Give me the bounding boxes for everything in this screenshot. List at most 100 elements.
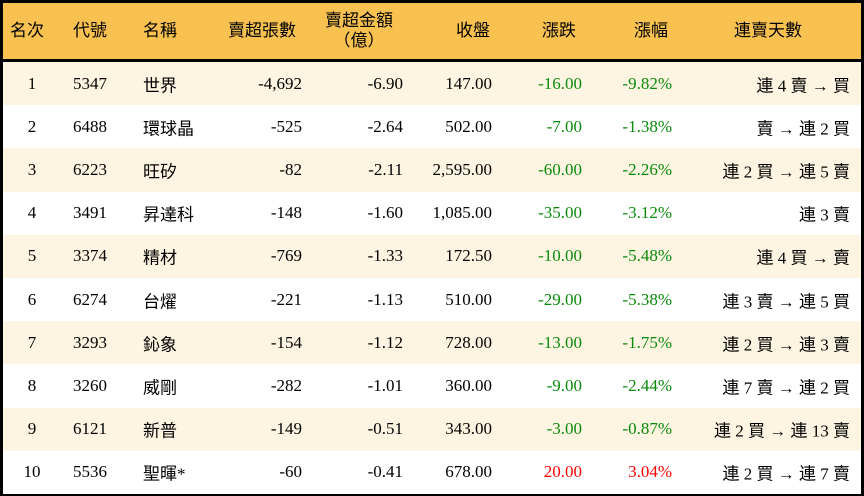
cell-amount: -2.64: [367, 116, 403, 136]
cell-rank: 8: [27, 375, 37, 395]
header-change: 漲跌: [542, 21, 576, 40]
cell-streak: 連 4 賣 → 買: [756, 76, 851, 96]
cell-streak: 連 2 買 → 連 13 賣: [714, 421, 850, 441]
cell-lots: -154: [270, 332, 302, 352]
net-sell-ranking-table: 名次 代號 名稱 賣超張數 賣超金額 （億） 收盤 漲跌 漲幅 連賣天數 1 534…: [3, 3, 861, 494]
cell-close: 502.00: [445, 116, 492, 136]
cell-pct: -1.75%: [622, 332, 672, 352]
cell-pct: -2.44%: [622, 375, 672, 395]
cell-pct: -5.38%: [622, 289, 672, 309]
cell-pct: -9.82%: [622, 73, 672, 93]
table-row: 2 6488 環球晶 -525 -2.64 502.00 -7.00 -1.38% 賣 → 連 …: [3, 105, 861, 148]
cell-change: -16.00: [538, 73, 582, 93]
cell-code: 5536: [73, 462, 107, 482]
cell-streak: 連 2 買 → 連 5 賣: [722, 162, 851, 182]
cell-lots: -82: [279, 159, 302, 179]
cell-pct: 3.04%: [628, 462, 672, 482]
cell-close: 728.00: [445, 332, 492, 352]
cell-code: 6274: [73, 289, 107, 309]
cell-rank: 9: [27, 419, 37, 439]
cell-rank: 6: [27, 289, 37, 309]
cell-name: 精材: [143, 248, 177, 268]
cell-streak: 連 3 賣 → 連 5 買: [722, 292, 851, 312]
cell-amount: -0.51: [367, 419, 403, 439]
cell-lots: -282: [270, 375, 302, 395]
cell-amount: -1.12: [367, 332, 403, 352]
cell-close: 510.00: [445, 289, 492, 309]
cell-pct: -3.12%: [622, 203, 672, 223]
cell-rank: 2: [27, 116, 37, 136]
table-row: 1 5347 世界 -4,692 -6.90 147.00 -16.00 -9.82% 連 4 …: [3, 62, 861, 106]
cell-name: 台燿: [143, 292, 177, 312]
cell-change: -3.00: [546, 419, 582, 439]
cell-streak: 連 7 賣 → 連 2 買: [722, 378, 851, 398]
cell-change: -7.00: [546, 116, 582, 136]
cell-close: 678.00: [445, 462, 492, 482]
cell-name: 世界: [143, 76, 177, 96]
table-row: 6 6274 台燿 -221 -1.13 510.00 -29.00 -5.38% 連 3 賣 …: [3, 278, 861, 321]
cell-streak: 連 3 賣: [799, 205, 850, 225]
cell-lots: -4,692: [258, 73, 302, 93]
cell-name: 旺矽: [143, 162, 177, 182]
header-name: 名稱: [143, 21, 177, 40]
cell-close: 1,085.00: [432, 203, 493, 223]
header-amount-unit: （億）: [333, 31, 385, 50]
header-streak: 連賣天數: [734, 21, 802, 40]
cell-amount: -1.13: [367, 289, 403, 309]
cell-name: 環球晶: [143, 119, 194, 139]
cell-streak: 連 4 買 → 賣: [756, 248, 851, 268]
header-lots: 賣超張數: [228, 21, 296, 40]
cell-rank: 3: [27, 159, 37, 179]
cell-streak: 連 2 買 → 連 7 賣: [722, 464, 851, 484]
cell-pct: -1.38%: [622, 116, 672, 136]
header-rank: 名次: [10, 21, 44, 40]
cell-amount: -1.60: [367, 203, 403, 223]
cell-code: 6223: [73, 159, 107, 179]
cell-code: 3491: [73, 203, 107, 223]
cell-close: 360.00: [445, 375, 492, 395]
cell-pct: -5.48%: [622, 246, 672, 266]
cell-pct: -0.87%: [622, 419, 672, 439]
cell-change: -35.00: [538, 203, 582, 223]
cell-change: 20.00: [543, 462, 582, 482]
table-body: 1 5347 世界 -4,692 -6.90 147.00 -16.00 -9.82% 連 4 …: [3, 62, 861, 494]
cell-amount: -2.11: [368, 159, 403, 179]
cell-rank: 10: [23, 462, 41, 482]
cell-lots: -221: [270, 289, 302, 309]
cell-amount: -1.01: [367, 375, 403, 395]
cell-rank: 1: [27, 73, 37, 93]
cell-close: 172.50: [445, 246, 492, 266]
cell-code: 3260: [73, 375, 107, 395]
cell-change: -10.00: [538, 246, 582, 266]
table-row: 3 6223 旺矽 -82 -2.11 2,595.00 -60.00 -2.26% 連 2 買…: [3, 148, 861, 192]
table-row: 5 3374 精材 -769 -1.33 172.50 -10.00 -5.48% 連 4 買 …: [3, 234, 861, 278]
table-row: 9 6121 新普 -149 -0.51 343.00 -3.00 -0.87% 連 2 買 →…: [3, 407, 861, 451]
cell-name: 新普: [143, 421, 177, 441]
cell-streak: 賣 → 連 2 買: [756, 119, 851, 139]
table-row: 4 3491 昇達科 -148 -1.60 1,085.00 -35.00 -3.12% 連 3…: [3, 192, 861, 235]
cell-code: 5347: [73, 73, 107, 93]
cell-rank: 4: [27, 203, 37, 223]
cell-rank: 5: [27, 246, 37, 266]
header-amount-label: 賣超金額: [325, 11, 393, 30]
table-row: 8 3260 威剛 -282 -1.01 360.00 -9.00 -2.44% 連 7 賣 →…: [3, 364, 861, 407]
table-row: 10 5536 聖暉* -60 -0.41 678.00 20.00 3.04% 連 2 買 →…: [3, 451, 861, 494]
cell-code: 3293: [73, 332, 107, 352]
cell-change: -9.00: [546, 375, 582, 395]
table-row: 7 3293 鈊象 -154 -1.12 728.00 -13.00 -1.75% 連 2 買 …: [3, 321, 861, 365]
cell-pct: -2.26%: [622, 159, 672, 179]
cell-name: 聖暉*: [143, 464, 186, 484]
table-header: 名次 代號 名稱 賣超張數 賣超金額 （億） 收盤 漲跌 漲幅 連賣天數: [3, 3, 861, 62]
cell-lots: -769: [270, 246, 302, 266]
cell-code: 6488: [73, 116, 107, 136]
header-amount: 賣超金額 （億）: [325, 11, 393, 51]
cell-close: 147.00: [445, 73, 492, 93]
cell-streak: 連 2 買 → 連 3 賣: [722, 335, 851, 355]
cell-amount: -1.33: [367, 246, 403, 266]
header-pct: 漲幅: [634, 21, 668, 40]
cell-change: -13.00: [538, 332, 582, 352]
cell-amount: -6.90: [367, 73, 403, 93]
cell-lots: -525: [270, 116, 302, 136]
cell-lots: -60: [279, 462, 302, 482]
cell-lots: -149: [270, 419, 302, 439]
